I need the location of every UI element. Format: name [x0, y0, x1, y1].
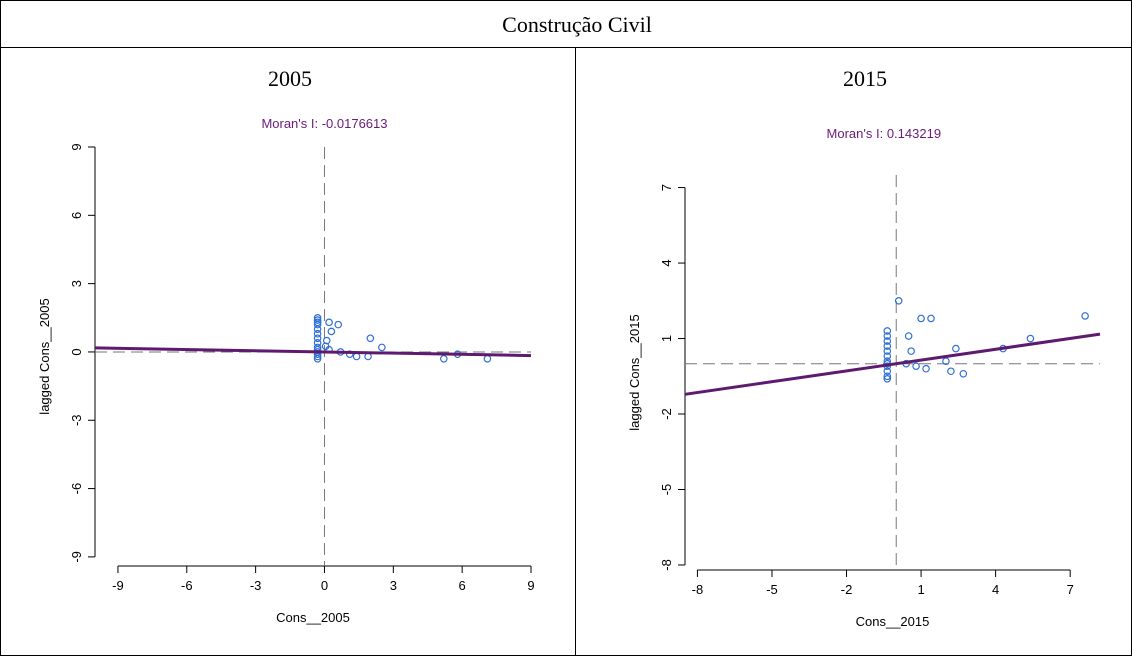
x-tick-label: -2	[841, 582, 853, 597]
y-tick-label: 9	[69, 143, 84, 150]
point	[894, 296, 903, 305]
point	[313, 334, 322, 343]
point	[439, 354, 448, 363]
y-axis-label: lagged Cons__2005	[37, 298, 52, 414]
x-tick-label: 3	[390, 578, 397, 593]
x-tick-label: -6	[181, 578, 193, 593]
point	[883, 332, 892, 340]
point	[883, 374, 892, 383]
point	[883, 347, 892, 355]
y-tick-label: 0	[69, 348, 84, 355]
x-tick-label: 0	[321, 578, 328, 593]
point	[883, 337, 892, 345]
point	[959, 369, 968, 378]
point	[352, 352, 361, 361]
point	[327, 327, 336, 336]
point	[334, 320, 343, 329]
x-tick-label: 1	[917, 582, 924, 597]
point	[313, 354, 322, 363]
point	[904, 332, 913, 340]
x-tick-label: 6	[459, 578, 466, 593]
y-tick-label: -3	[69, 414, 84, 426]
y-tick-label: 3	[69, 280, 84, 287]
point	[321, 342, 330, 351]
point	[952, 344, 960, 353]
point	[883, 327, 892, 335]
y-tick-label: -2	[659, 408, 674, 420]
x-tick-label: -9	[112, 578, 124, 593]
point	[883, 367, 892, 376]
x-axis-label: Cons__2005	[276, 610, 350, 625]
point	[483, 354, 492, 363]
point	[325, 318, 333, 327]
point	[313, 320, 322, 329]
point	[1081, 312, 1089, 320]
point	[883, 372, 892, 381]
x-axis-label: Cons__2015	[856, 614, 930, 629]
regression-line	[94, 346, 532, 358]
point	[313, 325, 322, 333]
y-tick-label: 6	[69, 212, 84, 219]
moran-title: Moran's I: -0.0176613	[261, 116, 387, 131]
y-tick-label: -8	[659, 559, 674, 571]
y-tick-label: 7	[659, 184, 674, 191]
point	[883, 352, 892, 360]
x-tick-label: 7	[1067, 582, 1074, 597]
point	[922, 364, 930, 373]
point	[917, 314, 925, 323]
x-tick-label: -3	[250, 578, 262, 593]
point	[912, 362, 920, 371]
point	[366, 334, 375, 343]
point	[1026, 334, 1035, 343]
regression-line	[684, 332, 1101, 396]
x-tick-label: -8	[692, 582, 704, 597]
x-tick-label: 9	[527, 578, 534, 593]
point	[378, 343, 386, 352]
table-title: Construção Civil	[502, 12, 652, 37]
y-tick-label: -6	[69, 483, 84, 495]
x-tick-label: -5	[766, 582, 778, 597]
point	[947, 367, 955, 376]
point	[364, 352, 372, 361]
y-axis-label: lagged Cons__2015	[627, 314, 642, 430]
y-tick-label: 4	[659, 259, 674, 266]
chart-heading: 2015	[843, 66, 887, 91]
y-tick-label: 1	[659, 335, 674, 342]
moran-title: Moran's I: 0.143219	[827, 126, 942, 141]
point	[883, 342, 892, 350]
chart-heading: 2005	[268, 66, 312, 91]
point	[313, 316, 322, 324]
point	[927, 314, 935, 323]
x-tick-label: 4	[992, 582, 999, 597]
point	[907, 347, 915, 355]
point	[313, 329, 322, 338]
y-tick-label: -9	[69, 551, 84, 563]
y-tick-label: -5	[659, 484, 674, 496]
